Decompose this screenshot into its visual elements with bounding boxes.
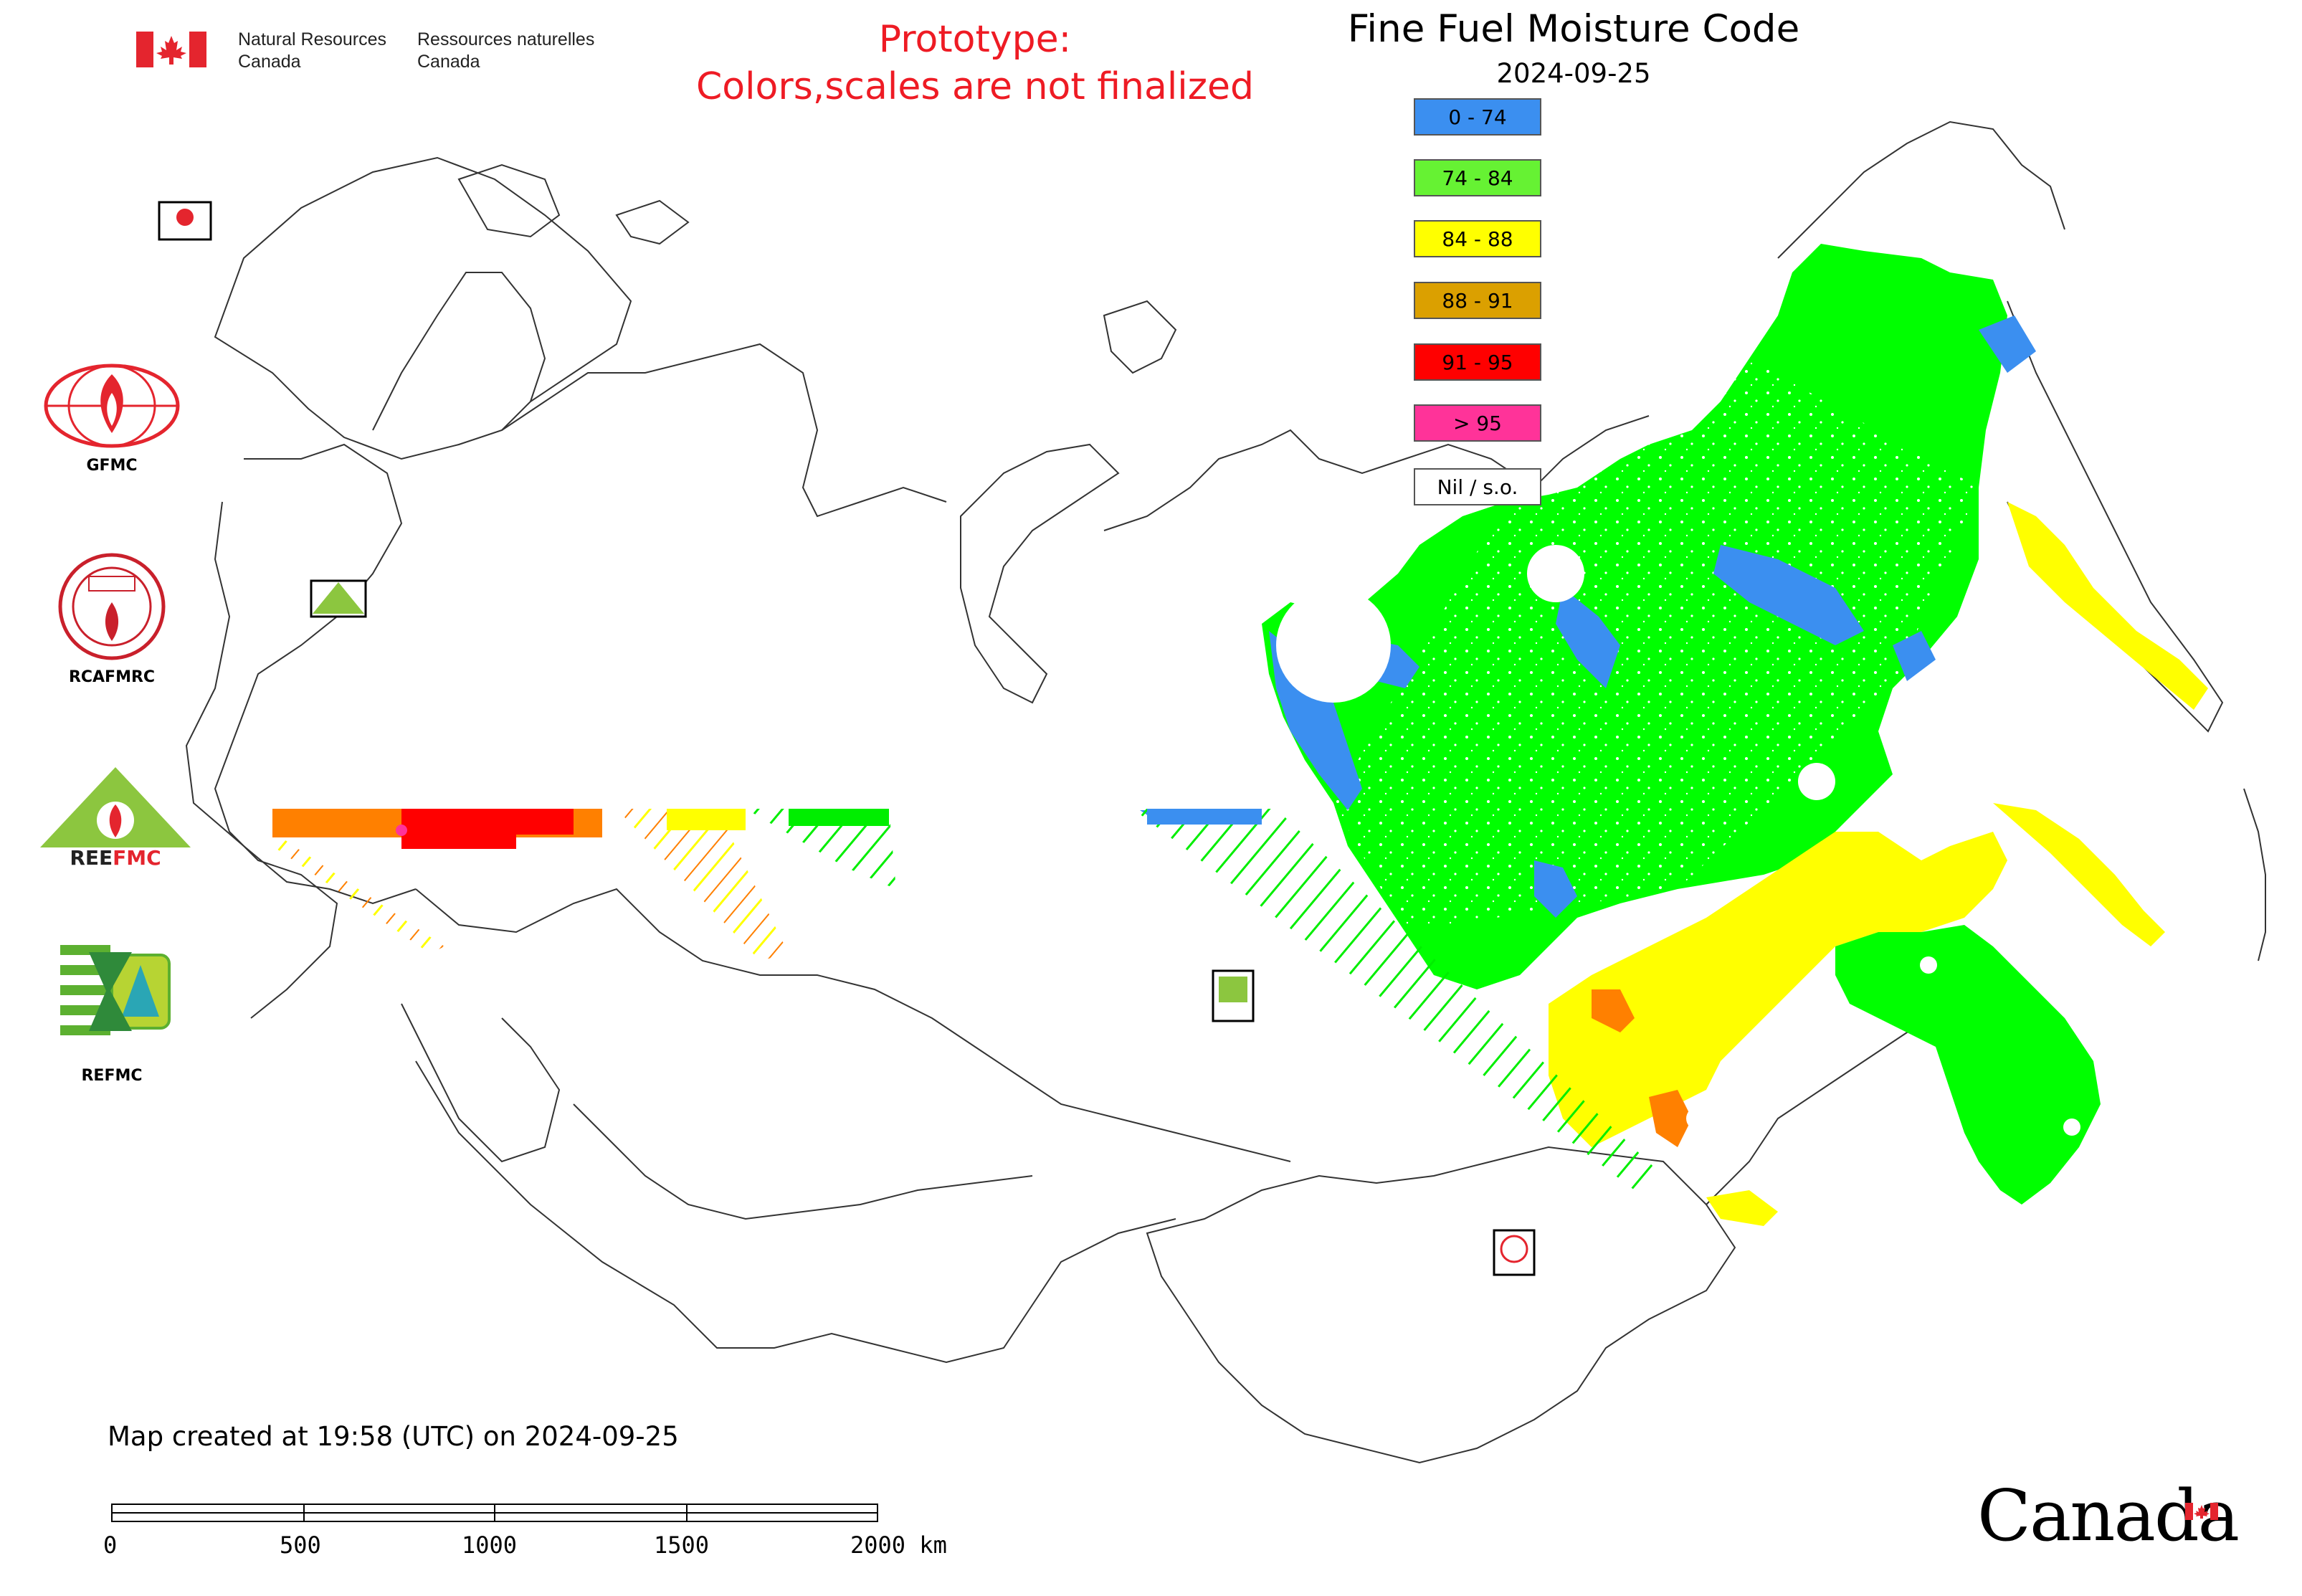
rcafmrc-logo	[58, 553, 166, 660]
wordmark-flag-icon	[2185, 1503, 2218, 1520]
map-date: 2024-09-25	[1496, 58, 1651, 89]
arctic-coast-outline	[1103, 415, 1650, 531]
refmc-logo	[60, 945, 171, 1038]
ffmc-zone-84-88-kamchatka	[2007, 502, 2208, 710]
scandinavia-outline	[214, 156, 632, 460]
ffmc-zone-84-88-sakhalin	[1993, 803, 2165, 946]
mongolia-outline	[1146, 1146, 1736, 1464]
scale-bar	[111, 1504, 878, 1522]
org-name-english-line2: Canada	[238, 52, 301, 72]
kazakhstan-outline	[415, 888, 1291, 1162]
no-data-circles	[1276, 545, 2080, 1136]
kuril-islands-outline	[2243, 788, 2266, 961]
canada-flag-icon	[136, 32, 206, 67]
org-name-english-line1: Natural Resources	[238, 29, 387, 49]
western-ffmc-band	[272, 809, 1663, 1190]
ffmc-zone-84-88-korea	[1706, 1190, 1778, 1226]
chukotka-outline	[1777, 120, 2065, 259]
scale-tick-1000: 1000	[462, 1531, 518, 1559]
legend-item-0-74: 0 - 74	[1414, 98, 1541, 136]
novaya-zemlya-outline	[960, 443, 1120, 704]
severnaya-zemlya-outline	[1103, 300, 1177, 374]
map-created-timestamp: Map created at 19:58 (UTC) on 2024-09-25	[108, 1421, 679, 1452]
scale-tick-1500: 1500	[654, 1531, 710, 1559]
gfmc-label: GFMC	[86, 457, 138, 475]
org-name-french-line2: Canada	[417, 52, 480, 72]
refmc-label: REFMC	[81, 1067, 143, 1085]
scale-tick-0: 0	[103, 1531, 118, 1559]
prototype-notice-line2: Colors,scales are not finalized	[695, 65, 1255, 108]
ffmc-zone-84-88	[1549, 832, 2007, 1147]
scale-tick-500: 500	[280, 1531, 321, 1559]
ffmc-zone-74-84-speckle	[1333, 358, 1979, 932]
finland-outline	[372, 272, 546, 431]
kazakh-south-outline	[573, 1103, 1033, 1220]
legend-item-88-91: 88 - 91	[1414, 282, 1541, 319]
reefmc-logo: REEFMC	[39, 767, 192, 869]
prototype-notice: Prototype: Colors,scales are not finaliz…	[645, 16, 1305, 110]
canada-wordmark: Canada	[1977, 1476, 2240, 1557]
eastern-europe-outline	[214, 443, 403, 1019]
ffmc-zone-88-91-baikal	[1592, 989, 1635, 1032]
kamchatka-outline	[2007, 300, 2224, 733]
gfmc-logo	[44, 364, 180, 448]
russia-european-outline	[501, 343, 947, 518]
map-title: Fine Fuel Moisture Code	[1347, 7, 1800, 51]
legend-item-74-84: 74 - 84	[1414, 159, 1541, 196]
central-asia-outline	[415, 1060, 1176, 1364]
canada-wordmark-text: Canada	[1977, 1476, 2240, 1557]
caspian-outline	[401, 1003, 561, 1163]
belarus-ukraine-outline	[185, 501, 417, 905]
legend-item-84-88: 84 - 88	[1414, 220, 1541, 257]
map-logo-markers	[158, 201, 1536, 1276]
org-name-french: Ressources naturelles Canada	[417, 29, 594, 73]
prototype-notice-line1: Prototype:	[878, 18, 1072, 61]
ffmc-zone-74-84-primorye	[1835, 925, 2101, 1205]
scale-tick-2000-km: 2000 km	[850, 1531, 947, 1559]
svalbard-outline	[457, 163, 561, 238]
ffmc-zone-91-95-baikal	[1649, 1090, 1692, 1147]
legend-item-91-95: 91 - 95	[1414, 343, 1541, 381]
org-name-french-line1: Ressources naturelles	[417, 29, 595, 49]
legend-item-nil: Nil / s.o.	[1414, 468, 1541, 505]
rcafmrc-label: RCAFMRC	[68, 668, 156, 686]
org-name-english: Natural Resources Canada	[238, 29, 386, 73]
legend-item-over-95: > 95	[1414, 404, 1541, 442]
svg-text:REEFMC: REEFMC	[70, 846, 161, 869]
franz-josef-outline	[615, 199, 690, 245]
